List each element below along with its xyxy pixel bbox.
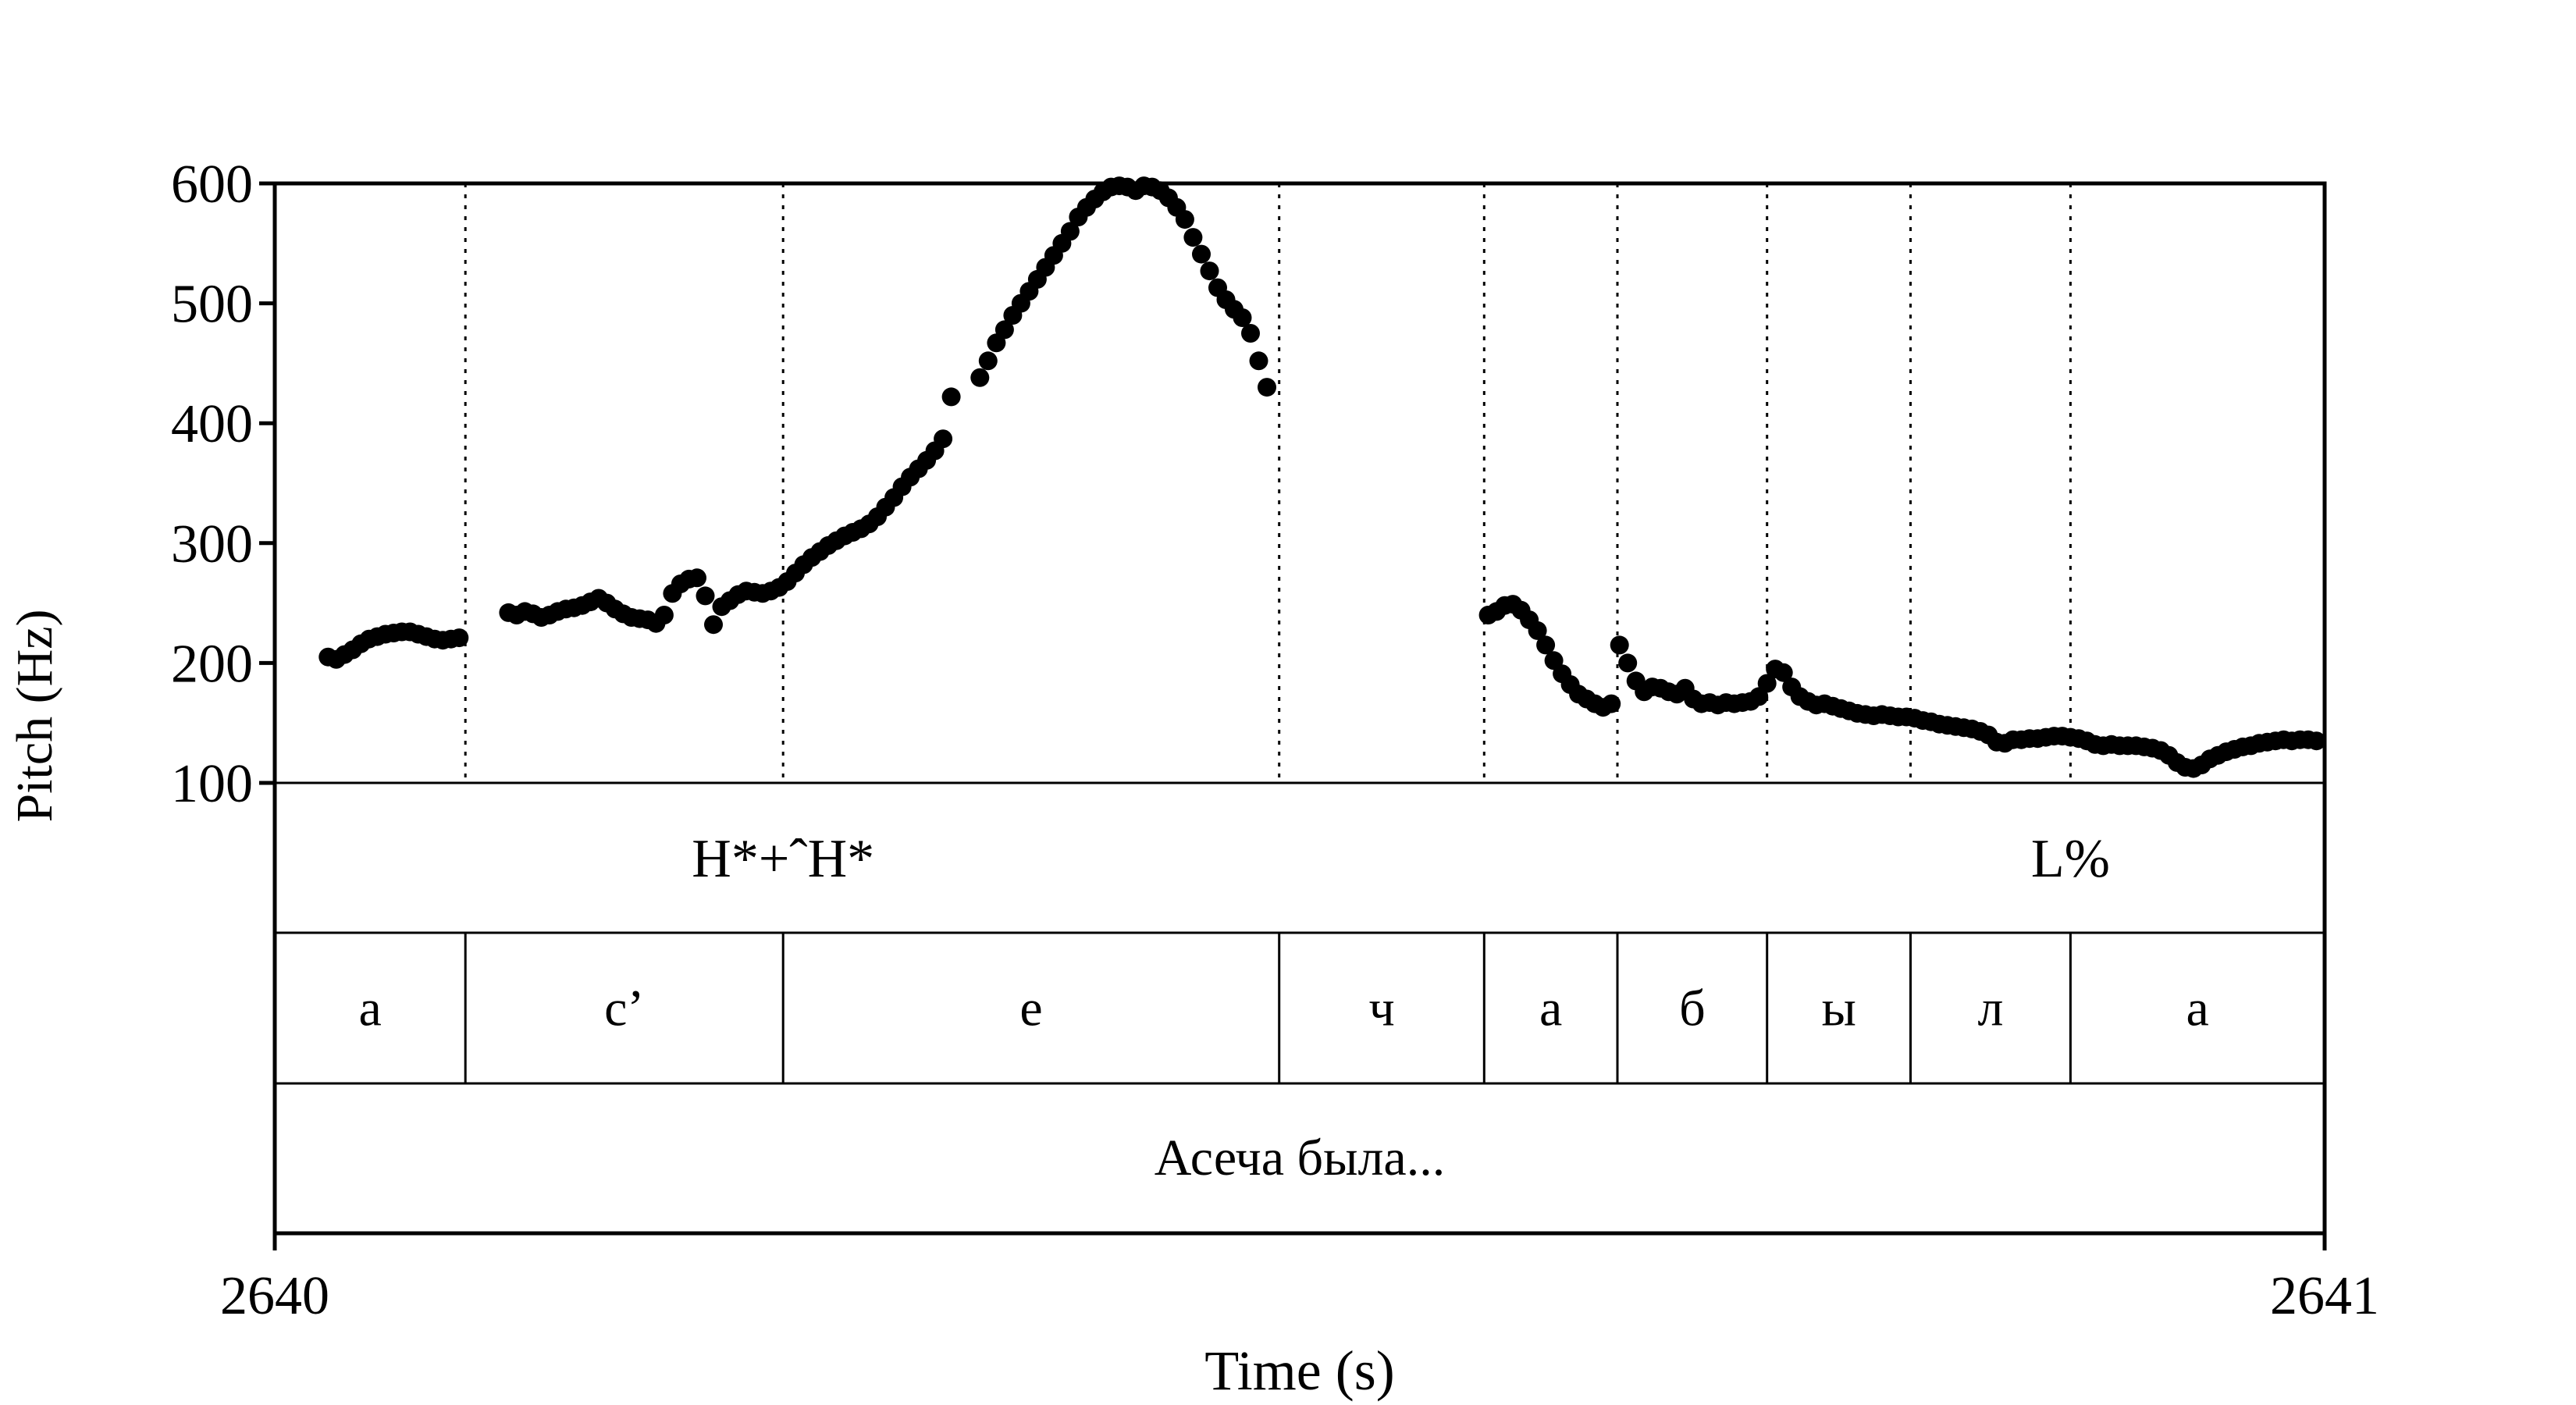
- pitch-point: [1618, 653, 1638, 673]
- x-axis-label: Time (s): [1204, 1339, 1394, 1402]
- pitch-point: [1610, 635, 1629, 655]
- pitch-point: [978, 351, 998, 371]
- pitch-point: [1060, 222, 1080, 241]
- pitch-point: [1536, 635, 1556, 655]
- pitch-point: [1757, 674, 1777, 693]
- segment-boundaries: [464, 183, 2072, 1083]
- segment-label: а: [1539, 980, 1562, 1037]
- segment-label: л: [1977, 980, 2003, 1037]
- pitch-point: [450, 628, 469, 648]
- segment-label: ы: [1821, 980, 1856, 1037]
- plot-frames: [272, 181, 2327, 1250]
- pitch-point: [941, 387, 961, 407]
- y-tick-label: 200: [171, 634, 253, 694]
- pitch-point: [1192, 244, 1211, 264]
- segment-label: с’: [604, 980, 644, 1037]
- pitch-point: [1774, 663, 1793, 682]
- x-tick-label-start: 2640: [220, 1266, 329, 1326]
- pitch-point: [1183, 228, 1203, 247]
- words-tier-label: Асеча была...: [1155, 1129, 1445, 1186]
- pitch-point: [688, 568, 706, 588]
- pitch-point: [696, 586, 715, 606]
- pitch-point: [994, 320, 1014, 340]
- y-tick-label: 500: [171, 275, 253, 335]
- pitch-point: [1233, 308, 1252, 327]
- pitch-point: [704, 615, 723, 635]
- tone-label: H*+ˆH*: [692, 829, 874, 889]
- annotation-tiers: H*+ˆH* L% а с’ е ч а б ы л а: [358, 829, 2208, 1037]
- pitch-point: [1258, 378, 1276, 397]
- outer-frame: [272, 181, 2327, 1236]
- segment-label: е: [1019, 980, 1042, 1037]
- segment-label: а: [358, 980, 381, 1037]
- y-tick-label: 100: [171, 754, 253, 814]
- segment-label: ч: [1368, 980, 1394, 1037]
- y-tick-label: 600: [171, 155, 253, 215]
- pitch-point: [2307, 731, 2326, 751]
- pitch-point: [1175, 210, 1194, 229]
- pitch-point: [1528, 621, 1547, 640]
- pitch-point: [1200, 261, 1219, 281]
- y-tick-label: 400: [171, 394, 253, 454]
- pitch-contour: [318, 176, 2326, 778]
- segment-label: б: [1679, 980, 1706, 1037]
- pitch-point: [970, 368, 990, 387]
- pitch-point: [1602, 694, 1621, 713]
- pitch-point: [1241, 324, 1260, 343]
- y-axis-label: Pitch (Hz): [6, 609, 63, 822]
- y-tick-label: 300: [171, 514, 253, 574]
- x-tick-label-end: 2641: [2270, 1266, 2379, 1326]
- pitch-point: [934, 429, 953, 449]
- y-axis: 600 500 400 300 200 100: [171, 155, 275, 814]
- pitch-point: [654, 606, 674, 624]
- segment-label: а: [2186, 980, 2209, 1037]
- pitch-point: [1249, 351, 1268, 371]
- tone-label: L%: [2031, 829, 2110, 889]
